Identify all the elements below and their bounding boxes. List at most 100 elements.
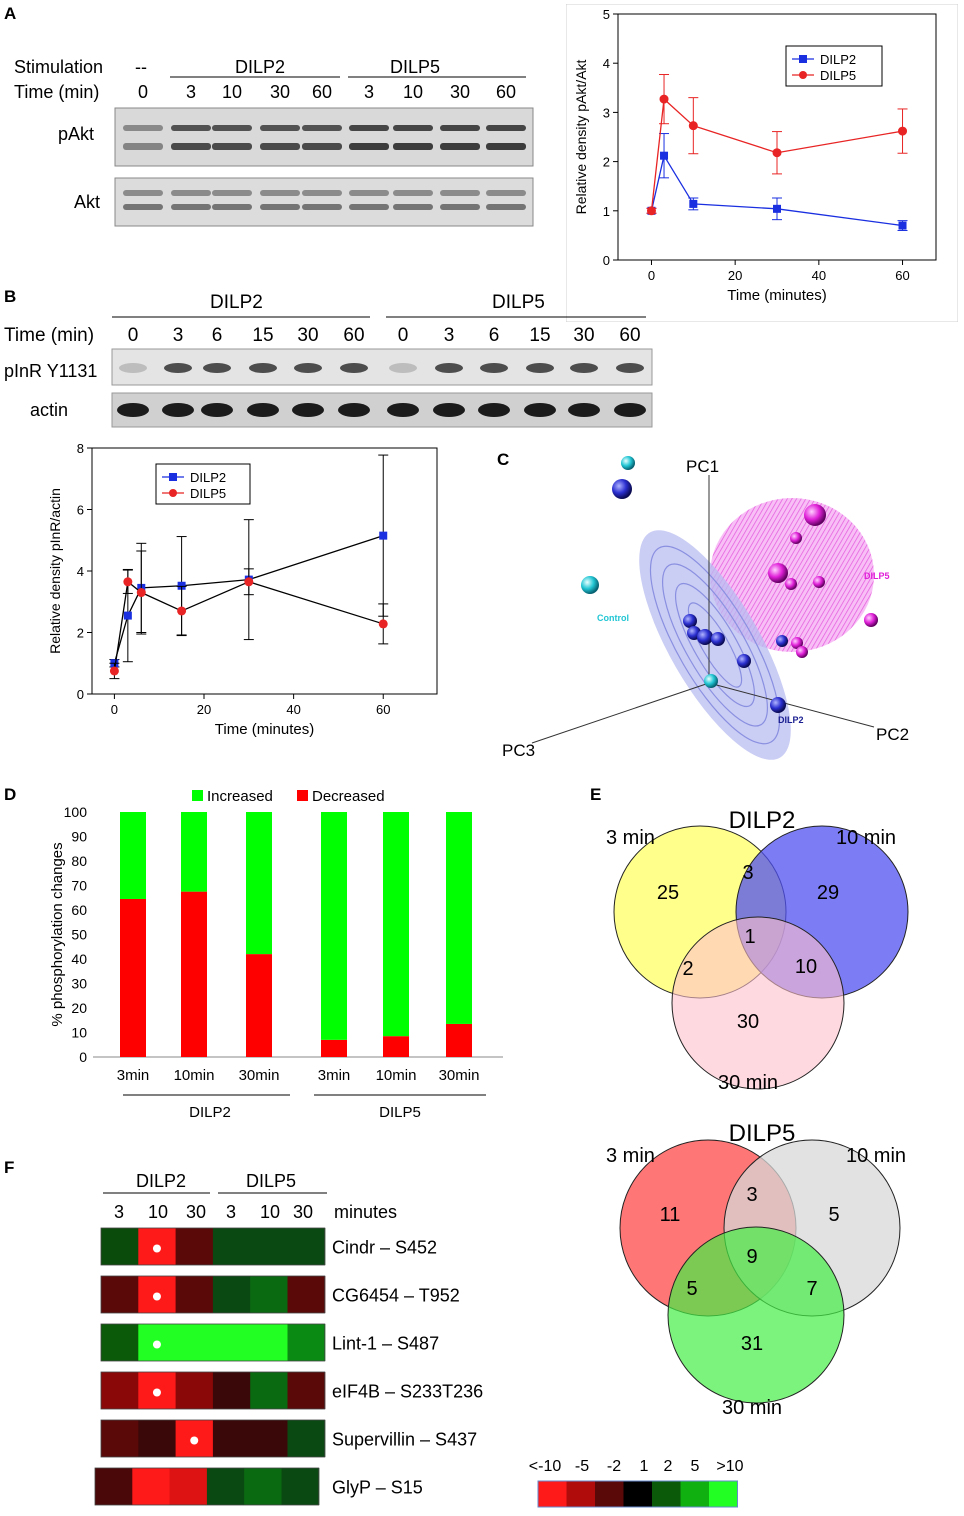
dilp2-point: [770, 697, 786, 713]
heatmap-row-label: Supervillin – S437: [332, 1430, 477, 1450]
control-point: [704, 674, 718, 688]
f-group-dilp2-label: DILP2: [136, 1171, 186, 1191]
f-time-label: 30: [186, 1202, 206, 1222]
point-dilp5: [123, 577, 133, 587]
pinr-band: [570, 363, 598, 373]
heatmap-cell: [250, 1372, 288, 1409]
pakt-band-upper: [393, 125, 433, 131]
a-time-label: 60: [312, 82, 332, 102]
f-time-label: 10: [260, 1202, 280, 1222]
actin-row-label: actin: [30, 400, 68, 420]
heatmap-cell: [281, 1468, 320, 1505]
venn-dilp2-only-3: 25: [657, 882, 679, 904]
point-dilp2: [898, 221, 907, 230]
x-tick-label: 60: [895, 268, 909, 283]
b-time-label: 0: [128, 325, 139, 346]
venn-dilp2-10min-label: 10 min: [836, 827, 896, 849]
heatmap-cell: [175, 1228, 214, 1265]
akt-row-label: Akt: [74, 192, 100, 212]
dilp2-point: [711, 632, 725, 646]
scale-swatch: [680, 1481, 709, 1507]
x-tick-label: 0: [648, 268, 655, 283]
y-tick-label: 40: [71, 951, 87, 967]
actin-band: [478, 403, 510, 417]
heatmap-cell: [287, 1420, 326, 1457]
bar-decreased: [446, 1023, 472, 1057]
scale-label: 2: [664, 1458, 673, 1475]
heatmap-cell: [212, 1324, 251, 1361]
point-dilp2: [773, 204, 781, 213]
heatmap-row-label: GlyP – S15: [332, 1478, 423, 1498]
pc2-label: PC2: [876, 725, 909, 744]
pakt-band-upper: [212, 125, 252, 131]
scale-label: 5: [691, 1458, 700, 1475]
dilp5-point: [804, 504, 826, 526]
dilp2-point: [683, 614, 697, 628]
heatmap-cell: [175, 1324, 214, 1361]
pakt-band-lower: [302, 143, 342, 150]
venn-dilp5-10-30: 7: [806, 1278, 817, 1300]
heatmap-cell: [250, 1276, 288, 1313]
pakt-band-upper: [171, 125, 211, 131]
dilp5-point: [768, 563, 788, 583]
akt-band-lower: [171, 204, 211, 210]
pinr-bands: [119, 363, 644, 373]
pakt-band-upper: [260, 125, 300, 131]
b-time-label: 30: [297, 325, 318, 346]
venn-dilp5-title: DILP5: [729, 1120, 796, 1147]
y-tick-label: 6: [77, 503, 84, 518]
bar-increased: [446, 812, 472, 1024]
dilp2-point: [776, 635, 788, 647]
pinr-band: [435, 363, 463, 373]
heatmap-cell: [101, 1228, 139, 1265]
venn-dilp2-10-30: 10: [795, 956, 817, 978]
legend-decreased-swatch: [297, 790, 308, 801]
pakt-band-lower: [212, 143, 252, 150]
venn-dilp5-only-30: 31: [741, 1333, 763, 1355]
actin-band: [247, 403, 279, 417]
akt-band-upper: [212, 190, 252, 196]
b-time-label: 30: [573, 325, 594, 346]
legend-marker: [799, 55, 807, 63]
dilp2-point: [697, 629, 713, 645]
legend-marker: [169, 489, 177, 497]
venn-dilp2-3min-label: 3 min: [606, 827, 655, 849]
point-dilp2: [689, 199, 698, 208]
heatmap-cell: [138, 1420, 177, 1457]
dilp5-point: [864, 613, 878, 627]
f-time-label: 3: [114, 1202, 124, 1222]
point-dilp5: [244, 577, 254, 587]
heatmap-cell: [169, 1468, 208, 1505]
pinr-band: [119, 363, 147, 373]
point-dilp5: [378, 619, 388, 629]
pinr-band: [340, 363, 368, 373]
heatmap-cell: [212, 1276, 251, 1313]
scale-frame: [537, 1480, 738, 1508]
akt-band-lower: [393, 204, 433, 210]
actin-band: [568, 403, 600, 417]
dilp5-ellipsoid: [710, 498, 874, 652]
a-time-label: 3: [364, 82, 374, 102]
akt-bands: [123, 190, 526, 210]
akt-band-lower: [349, 204, 389, 210]
bar-increased: [321, 812, 347, 1040]
venn-dilp5-3-30: 5: [686, 1278, 697, 1300]
panel-e-venn-diagrams: DILP2 3 min 10 min 30 min 25 29 30 3 2 1…: [606, 807, 909, 1419]
scale-swatch: [652, 1481, 681, 1507]
venn-dilp2-3-30: 2: [682, 958, 693, 980]
venn-dilp5-only-3: 11: [660, 1204, 681, 1226]
y-tick-label: 80: [71, 853, 87, 869]
heatmap-row-frame: [100, 1323, 326, 1362]
a-time-label: 30: [450, 82, 470, 102]
pakt-band-upper: [302, 125, 342, 131]
pakt-band-lower: [171, 143, 211, 150]
x-tick-label: 60: [376, 702, 390, 717]
bar-increased: [120, 812, 146, 899]
a-time-label: 10: [222, 82, 242, 102]
y-tick-label: 2: [603, 155, 610, 170]
heatmap-row-frame: [100, 1227, 326, 1266]
legend-increased-label: Increased: [207, 788, 273, 805]
akt-band-lower: [212, 204, 252, 210]
heatmap-cell: [101, 1276, 139, 1313]
